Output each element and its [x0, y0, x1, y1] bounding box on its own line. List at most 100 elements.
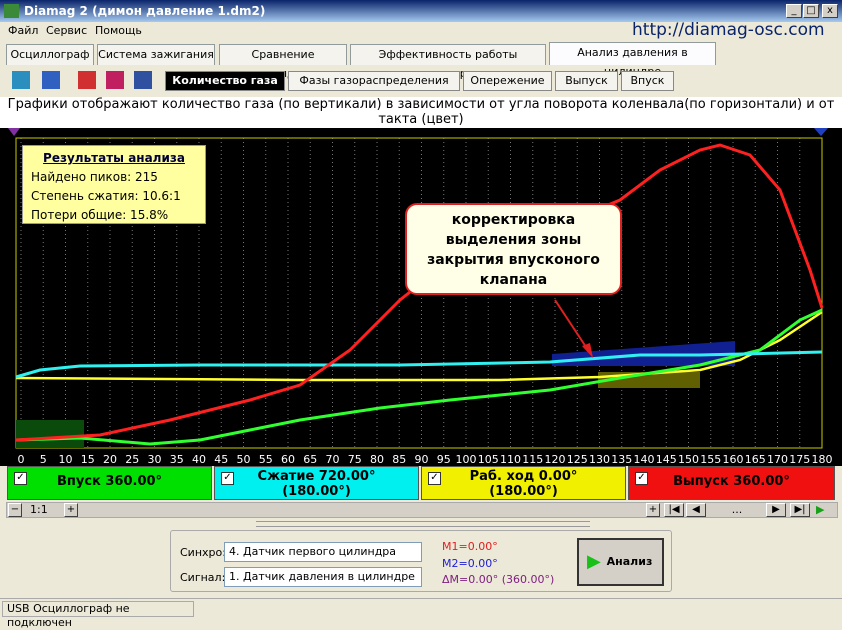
tab[interactable]: Сравнение цилиндров — [219, 44, 347, 80]
zoom-in[interactable]: + — [64, 503, 78, 517]
tab[interactable]: Эффективность работы цилиндров — [350, 44, 546, 80]
x-tick-label: 145 — [656, 453, 677, 466]
x-tick-label: 180 — [812, 453, 833, 466]
x-tick-label: 175 — [789, 453, 810, 466]
nav-last[interactable]: ▶| — [790, 503, 810, 517]
phase-exhaust[interactable]: ✓ Выпуск 360.00° — [628, 466, 835, 500]
phase-label: Раб. ход 0.00° — [469, 469, 578, 484]
subtab[interactable]: Фазы газораспределения — [288, 71, 460, 91]
phase-sublabel: (180.00°) — [282, 484, 351, 499]
subtab-active[interactable]: Количество газа — [165, 71, 285, 91]
status-bar: USB Осциллограф не подключен — [0, 598, 842, 629]
curve-cyan — [15, 350, 823, 379]
x-tick-label: 150 — [678, 453, 699, 466]
menu-item[interactable]: Сервис — [46, 24, 88, 37]
x-tick-label: 85 — [392, 453, 406, 466]
x-tick-label: 155 — [700, 453, 721, 466]
maximize-button[interactable]: □ — [803, 4, 819, 18]
subtab[interactable]: Опережение — [463, 71, 552, 91]
tab[interactable]: Система зажигания — [97, 44, 215, 65]
x-tick-label: 50 — [237, 453, 251, 466]
tool-icon[interactable] — [42, 71, 60, 89]
phase-compression[interactable]: ✓ Сжатие 720.00° (180.00°) — [214, 466, 419, 500]
nav-first[interactable]: |◀ — [664, 503, 684, 517]
signal-select[interactable]: 1. Датчик давления в цилиндре — [224, 567, 422, 587]
x-tick-label: 95 — [437, 453, 451, 466]
sync-select[interactable]: 4. Датчик первого цилиндра — [224, 542, 422, 562]
analyze-button[interactable]: ▶ Анализ — [577, 538, 664, 586]
x-tick-label: 5 — [40, 453, 47, 466]
x-tick-label: 45 — [214, 453, 228, 466]
phase-intake[interactable]: ✓ Впуск 360.00° — [7, 466, 212, 500]
x-tick-label: 25 — [125, 453, 139, 466]
x-tick-label: 80 — [370, 453, 384, 466]
control-panel — [170, 530, 672, 592]
marker-delta: ΔM=0.00° (360.00°) — [442, 573, 555, 586]
x-tick-label: 40 — [192, 453, 206, 466]
status-text: USB Осциллограф не подключен — [2, 601, 194, 629]
x-tick-label: 130 — [589, 453, 610, 466]
callout-line: корректировка — [451, 212, 576, 228]
phase-power[interactable]: ✓ Раб. ход 0.00° (180.00°) — [421, 466, 626, 500]
plot-frame — [15, 137, 823, 449]
marker-m2-value: M2=0.00° — [442, 557, 498, 570]
results-box: Результаты анализа Найдено пиков: 215 Ст… — [22, 145, 206, 224]
subtab[interactable]: Выпуск — [555, 71, 618, 91]
website-url: http://diamag-osc.com — [632, 20, 825, 40]
signal-label: Сигнал: — [180, 571, 226, 584]
marker-m1[interactable] — [8, 128, 20, 136]
zoom-level: 1:1 — [30, 503, 48, 516]
callout: корректировка выделения зоны закрытия вп… — [405, 203, 622, 295]
x-tick-label: 75 — [348, 453, 362, 466]
title-bar: Diamag 2 (димон давление 1.dm2) — [0, 0, 842, 22]
tab[interactable]: Осциллограф — [6, 44, 94, 65]
x-tick-label: 10 — [59, 453, 73, 466]
results-line: Потери общие: 15.8% — [31, 208, 169, 222]
results-line: Степень сжатия: 10.6:1 — [31, 189, 181, 203]
menu-item[interactable]: Помощь — [95, 24, 142, 37]
splitter[interactable] — [256, 521, 590, 527]
x-tick-label: 65 — [303, 453, 317, 466]
minimize-button[interactable]: _ — [786, 4, 802, 18]
results-line: Найдено пиков: 215 — [31, 170, 158, 184]
x-tick-label: 70 — [326, 453, 340, 466]
nav-add[interactable]: + — [646, 503, 660, 517]
x-tick-label: 15 — [81, 453, 95, 466]
tool-icon[interactable] — [12, 71, 30, 89]
x-tick-label: 20 — [103, 453, 117, 466]
callout-arrow — [554, 299, 591, 354]
marker-m1-value: M1=0.00° — [442, 540, 498, 553]
x-tick-label: 55 — [259, 453, 273, 466]
x-tick-label: 165 — [745, 453, 766, 466]
tool-icon[interactable] — [78, 71, 96, 89]
callout-line: клапана — [479, 272, 548, 288]
x-tick-label: 170 — [767, 453, 788, 466]
description: Графики отображают количество газа (по в… — [0, 97, 842, 128]
toolbar — [12, 71, 152, 89]
subtab[interactable]: Впуск — [621, 71, 674, 91]
x-tick-label: 100 — [456, 453, 477, 466]
x-tick-label: 135 — [611, 453, 632, 466]
close-button[interactable]: x — [822, 4, 838, 18]
callout-arrowhead — [582, 343, 593, 358]
tab-active[interactable]: Анализ давления в цилиндре — [549, 42, 716, 78]
x-tick-label: 115 — [522, 453, 543, 466]
zone-intake — [16, 420, 84, 448]
x-tick-label: 160 — [723, 453, 744, 466]
phase-label: Сжатие 720.00° — [257, 469, 376, 484]
x-tick-label: 120 — [545, 453, 566, 466]
callout-line: закрытия впусконого — [427, 252, 600, 268]
nav-play[interactable]: ▶ — [816, 503, 825, 516]
tool-icon[interactable] — [134, 71, 152, 89]
marker-m2[interactable] — [814, 128, 828, 136]
x-tick-label: 110 — [500, 453, 521, 466]
x-tick-label: 140 — [634, 453, 655, 466]
menu-item[interactable]: Файл — [8, 24, 39, 37]
zoom-out[interactable]: − — [8, 503, 22, 517]
tool-icon[interactable] — [106, 71, 124, 89]
x-tick-label: 35 — [170, 453, 184, 466]
nav-next[interactable]: ▶ — [766, 503, 786, 517]
x-tick-label: 125 — [567, 453, 588, 466]
nav-prev[interactable]: ◀ — [686, 503, 706, 517]
sync-label: Синхро: — [180, 546, 226, 559]
